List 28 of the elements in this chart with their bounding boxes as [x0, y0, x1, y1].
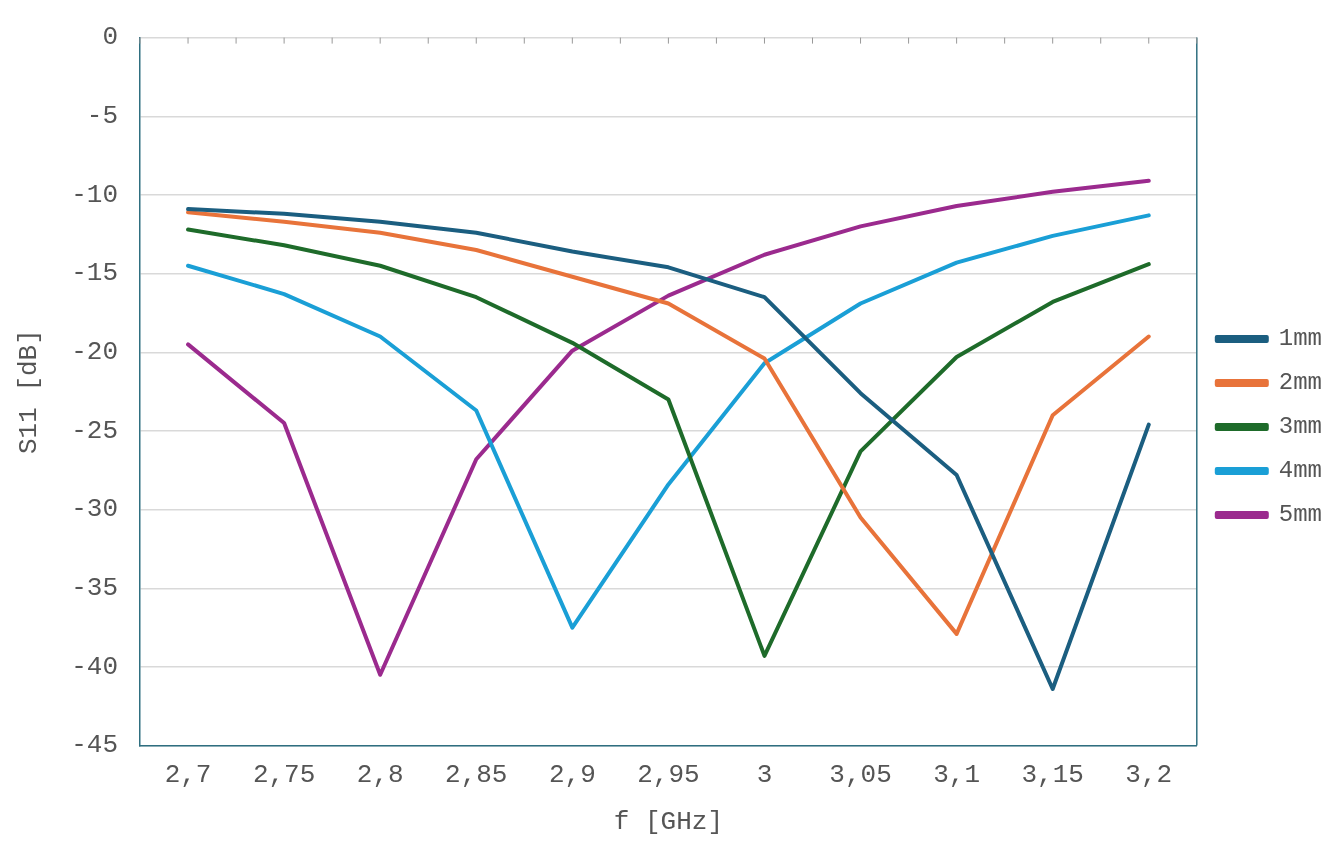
- x-tick-label: 2,95: [637, 760, 700, 791]
- y-tick-label: -20: [71, 337, 119, 368]
- x-tick-label: 3,2: [1125, 760, 1173, 791]
- y-tick-label: -10: [71, 179, 119, 210]
- x-tick-label: 3,15: [1021, 760, 1084, 791]
- x-tick-label: 3,1: [933, 760, 981, 791]
- x-tick-label: 2,9: [548, 760, 596, 791]
- y-tick-label: -25: [71, 415, 119, 446]
- legend-label: 5mm: [1278, 501, 1323, 529]
- x-axis-title: f [GHz]: [613, 807, 724, 838]
- x-tick-label: 2,7: [164, 760, 212, 791]
- y-axis-title: S11 [dB]: [14, 329, 45, 455]
- x-tick-label: 2,75: [252, 760, 316, 791]
- y-tick-label: -45: [71, 730, 119, 761]
- y-tick-label: 0: [102, 22, 119, 53]
- y-tick-label: -5: [86, 101, 119, 132]
- x-tick-label: 3: [756, 760, 773, 791]
- y-tick-label: -15: [71, 258, 119, 289]
- legend-label: 1mm: [1278, 325, 1323, 353]
- legend-label: 4mm: [1278, 457, 1323, 485]
- legend-label: 3mm: [1278, 413, 1323, 441]
- y-tick-label: -30: [71, 494, 119, 525]
- y-tick-label: -35: [71, 573, 119, 604]
- x-tick-label: 2,85: [445, 760, 508, 791]
- x-tick-label: 2,8: [356, 760, 404, 791]
- x-tick-label: 3,05: [829, 760, 892, 791]
- y-tick-label: -40: [71, 651, 119, 682]
- legend-label: 2mm: [1278, 369, 1323, 397]
